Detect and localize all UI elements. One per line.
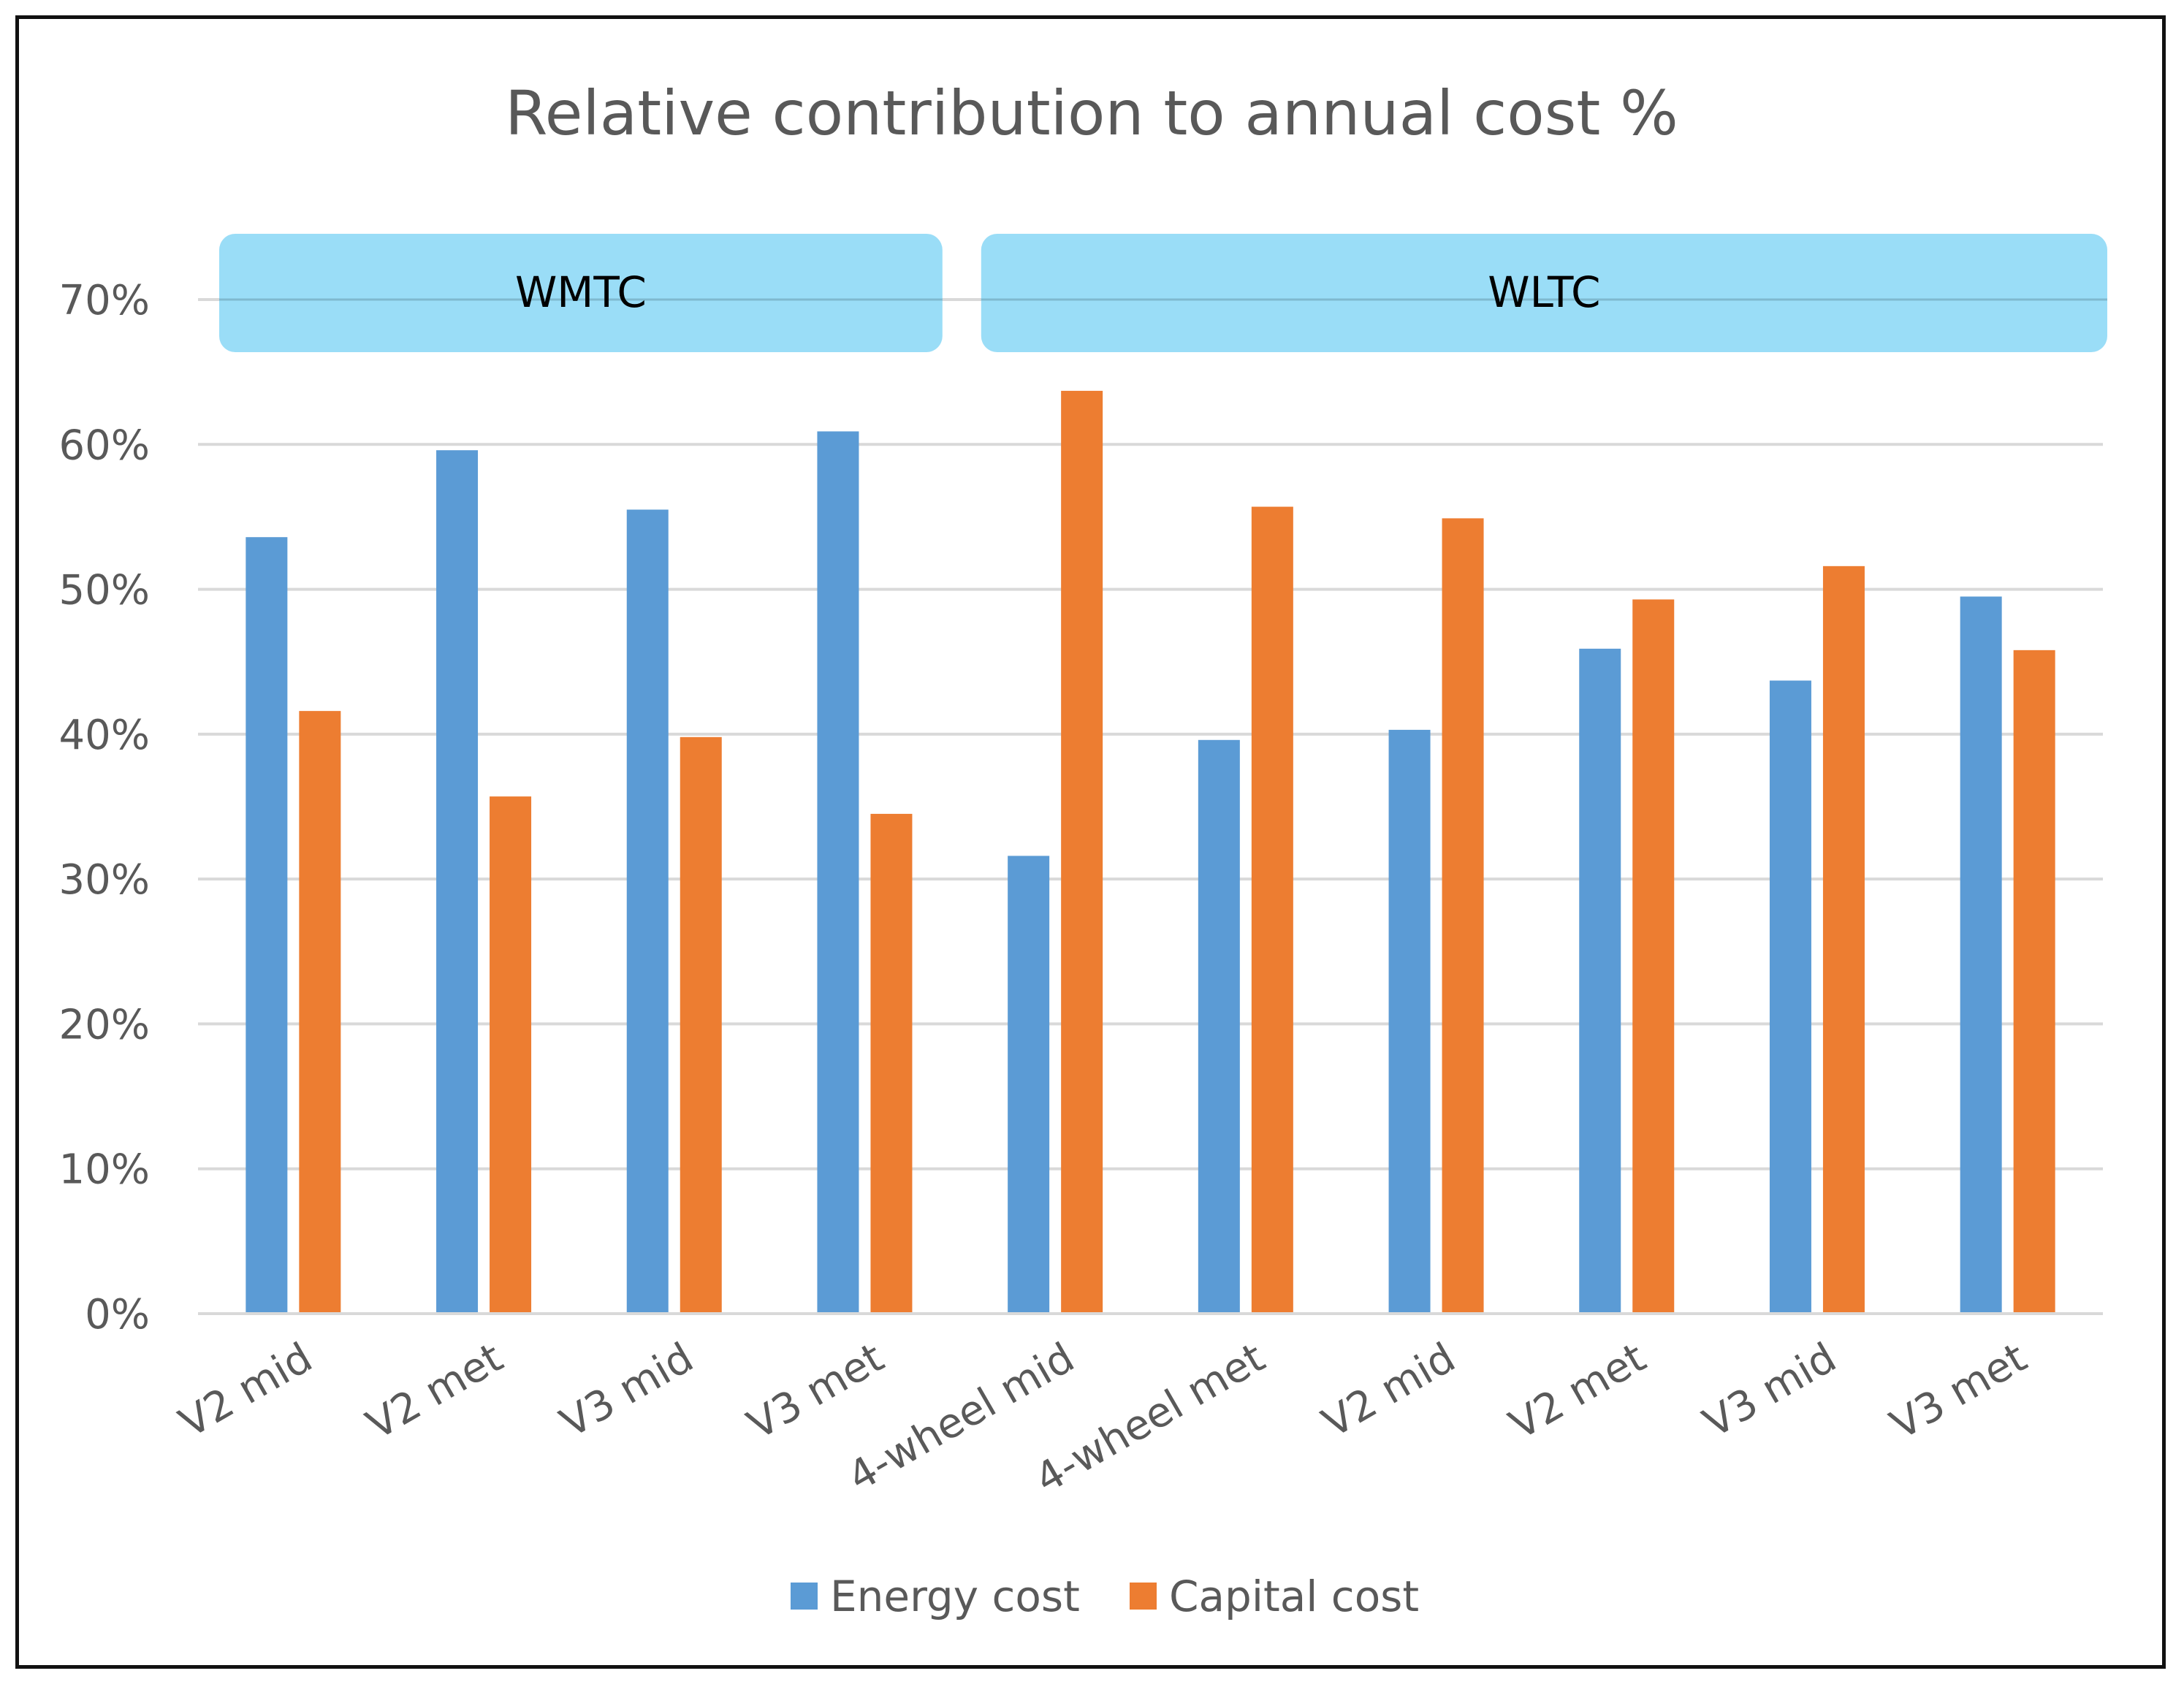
bars xyxy=(246,390,2055,1314)
bar-energy-cost xyxy=(1769,680,1811,1314)
y-axis: 0% 10% 20% 30% 40% 50% 60% 70% xyxy=(59,277,150,1338)
y-tick-label: 70% xyxy=(59,277,150,324)
bar-capital-cost xyxy=(2013,650,2055,1314)
gridlines xyxy=(198,298,2103,1170)
group-label: WLTC xyxy=(1488,267,1600,317)
x-category-label: V3 mid xyxy=(1695,1334,1844,1447)
bar-capital-cost xyxy=(1251,506,1293,1314)
bar-capital-cost xyxy=(680,736,722,1314)
bar-capital-cost xyxy=(1822,565,1865,1314)
group-labels: WMTC WLTC xyxy=(219,234,2107,352)
bar-energy-cost xyxy=(1388,729,1431,1314)
x-category-label: V3 met xyxy=(1883,1334,2035,1450)
bar-energy-cost xyxy=(626,509,669,1314)
bar-capital-cost xyxy=(299,711,341,1314)
bar-energy-cost xyxy=(1960,596,2002,1314)
legend-swatch xyxy=(1130,1583,1157,1610)
group-box xyxy=(219,234,943,352)
y-tick-label: 30% xyxy=(59,856,150,904)
bar-capital-cost xyxy=(1632,599,1675,1314)
x-category-label: V2 met xyxy=(359,1334,511,1450)
bar-capital-cost xyxy=(870,813,913,1314)
x-category-label: V2 mid xyxy=(1314,1334,1463,1447)
legend: Energy cost Capital cost xyxy=(791,1572,1419,1621)
bar-energy-cost xyxy=(246,537,288,1314)
bar-energy-cost xyxy=(436,450,479,1314)
x-category-label: V2 met xyxy=(1502,1334,1654,1450)
y-tick-label: 50% xyxy=(59,567,150,614)
y-tick-label: 40% xyxy=(59,712,150,759)
x-category-label: V2 mid xyxy=(172,1334,320,1447)
y-tick-label: 60% xyxy=(59,422,150,469)
legend-label: Capital cost xyxy=(1169,1572,1419,1621)
group-box xyxy=(981,234,2107,352)
legend-swatch xyxy=(791,1583,818,1610)
bar-energy-cost xyxy=(1198,739,1240,1314)
bar-energy-cost xyxy=(1008,856,1050,1314)
bar-energy-cost xyxy=(1579,648,1621,1314)
group-label: WMTC xyxy=(515,267,647,317)
bar-energy-cost xyxy=(817,431,859,1314)
y-tick-label: 20% xyxy=(59,1001,150,1048)
bar-capital-cost xyxy=(1061,390,1103,1314)
x-category-label: V3 met xyxy=(739,1334,891,1450)
y-tick-label: 10% xyxy=(59,1146,150,1194)
bar-capital-cost xyxy=(1442,518,1484,1314)
x-category-label: V3 mid xyxy=(552,1334,701,1447)
y-tick-label: 0% xyxy=(85,1291,150,1338)
legend-label: Energy cost xyxy=(830,1572,1080,1621)
bar-capital-cost xyxy=(490,796,532,1314)
chart-title: Relative contribution to annual cost % xyxy=(505,77,1678,149)
